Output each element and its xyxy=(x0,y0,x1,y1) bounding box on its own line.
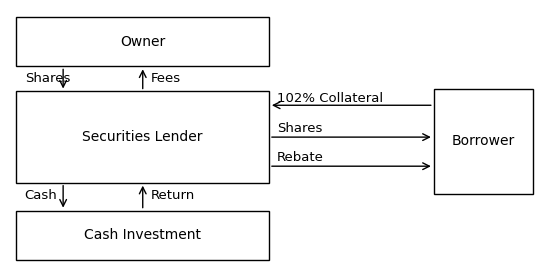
Text: Return: Return xyxy=(151,189,195,202)
Text: 102% Collateral: 102% Collateral xyxy=(277,92,383,105)
Text: Rebate: Rebate xyxy=(277,152,324,164)
Bar xyxy=(16,17,269,66)
Text: Shares: Shares xyxy=(25,73,70,85)
Bar xyxy=(434,89,533,194)
Bar xyxy=(16,211,269,260)
Text: Fees: Fees xyxy=(151,73,181,85)
Bar xyxy=(16,91,269,183)
Text: Owner: Owner xyxy=(120,35,165,48)
Text: Cash Investment: Cash Investment xyxy=(84,229,201,242)
Text: Borrower: Borrower xyxy=(451,134,515,148)
Text: Cash: Cash xyxy=(25,189,58,202)
Text: Shares: Shares xyxy=(277,122,323,135)
Text: Securities Lender: Securities Lender xyxy=(82,130,203,144)
